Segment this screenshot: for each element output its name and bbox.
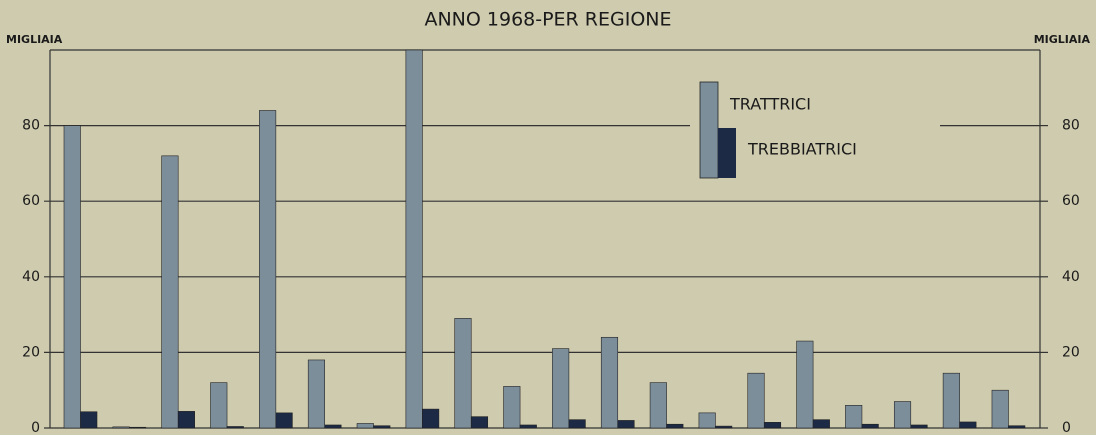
y2-tick-label: 20 xyxy=(1062,344,1080,360)
bar xyxy=(210,382,228,429)
legend-swatch xyxy=(718,128,736,178)
bar xyxy=(356,423,374,429)
bar xyxy=(129,426,147,429)
y-axis-label: MIGLIAIA xyxy=(6,33,63,46)
bar xyxy=(600,336,619,429)
bar xyxy=(845,405,863,429)
y2-tick-label: 80 xyxy=(1062,118,1080,134)
bar xyxy=(63,125,81,429)
y2-tick-label: 0 xyxy=(1062,420,1071,435)
bar xyxy=(552,348,570,429)
bar xyxy=(405,49,423,429)
y-tick-label: 40 xyxy=(22,269,40,285)
y-tick-label: 80 xyxy=(22,118,40,134)
bar xyxy=(698,412,716,429)
bar xyxy=(812,419,830,429)
bar xyxy=(568,419,586,429)
bar xyxy=(161,155,179,429)
bar xyxy=(373,425,391,429)
bar xyxy=(942,372,960,429)
bar xyxy=(422,408,440,429)
y2-tick-label: 60 xyxy=(1062,193,1080,209)
bar xyxy=(796,340,814,429)
y-tick-label: 60 xyxy=(22,193,40,209)
y-tick-label: 20 xyxy=(22,344,40,360)
legend-label: TRATTRICI xyxy=(729,95,811,114)
y-tick-label: 0 xyxy=(31,420,40,435)
bar xyxy=(275,412,293,429)
bar xyxy=(715,425,733,429)
bar xyxy=(307,359,326,429)
legend-swatch xyxy=(699,81,719,179)
bar xyxy=(893,401,912,429)
bar xyxy=(503,386,521,429)
bar xyxy=(324,424,342,429)
bar xyxy=(454,318,472,429)
bar xyxy=(226,426,244,429)
bar xyxy=(80,411,98,429)
bar xyxy=(959,421,977,429)
y2-axis-label: MIGLIAIA xyxy=(1034,33,1091,46)
bar xyxy=(666,423,684,429)
bar xyxy=(991,389,1009,429)
bar xyxy=(112,426,130,429)
bar xyxy=(470,416,489,429)
y2-tick-label: 40 xyxy=(1062,269,1080,285)
bar xyxy=(763,422,782,429)
bar xyxy=(177,411,195,429)
legend-label: TREBBIATRICI xyxy=(747,140,857,159)
bar xyxy=(1008,425,1026,429)
bar xyxy=(747,372,765,429)
bar xyxy=(519,424,537,429)
bar xyxy=(910,424,928,429)
bar xyxy=(617,420,635,429)
chart-title: ANNO 1968-PER REGIONE xyxy=(424,9,671,31)
bar xyxy=(861,423,879,429)
bar xyxy=(259,110,277,429)
bar xyxy=(649,382,667,429)
